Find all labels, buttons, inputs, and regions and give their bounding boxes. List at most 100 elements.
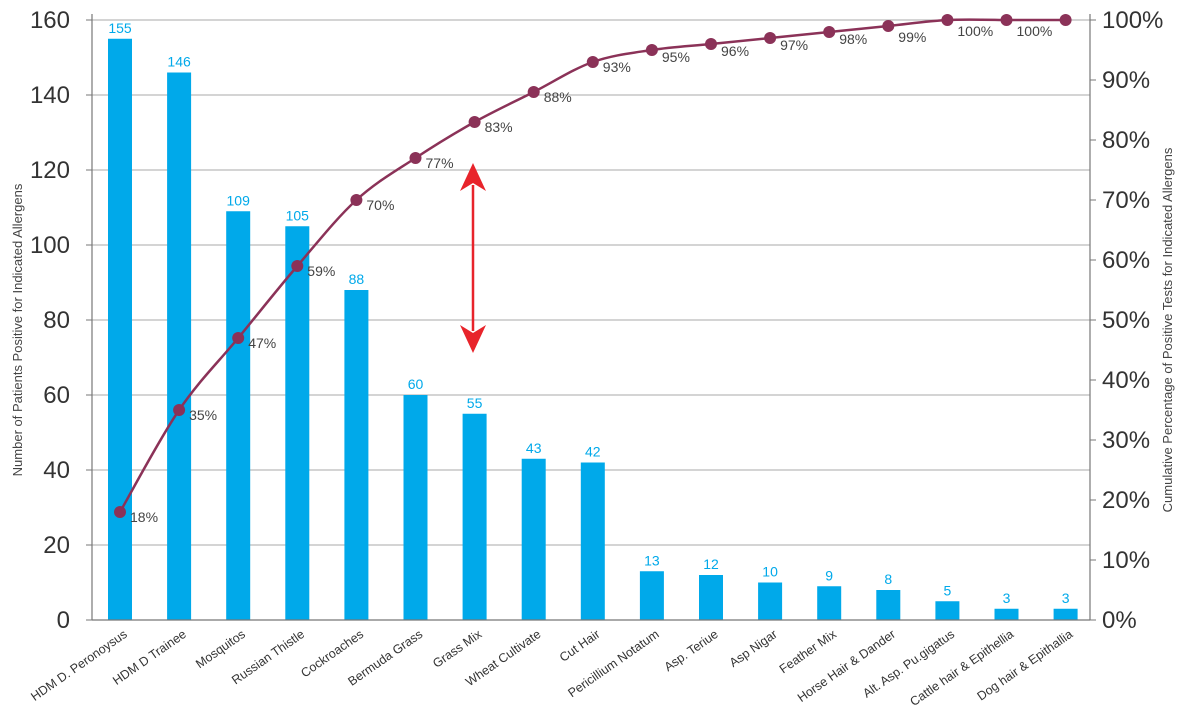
cumulative-percent-label: 98%: [839, 31, 867, 47]
bar-value-label: 88: [349, 271, 365, 287]
cumulative-point: [1000, 14, 1013, 26]
bar: [403, 395, 428, 620]
y2-tick-label: 100%: [1102, 7, 1163, 34]
cumulative-point: [114, 506, 126, 518]
cumulative-percent-label: 35%: [189, 407, 217, 423]
cumulative-percent-label: 83%: [485, 119, 513, 135]
bar-value-label: 8: [884, 571, 892, 587]
cumulative-percent-label: 47%: [248, 335, 276, 351]
cumulative-percent-label: 100%: [1017, 23, 1053, 39]
bar: [994, 608, 1019, 620]
left-axis-label: Number of Patients Positive for Indicate…: [10, 183, 25, 476]
cumulative-percent-label: 96%: [721, 43, 749, 59]
cumulative-percent-label: 59%: [307, 263, 335, 279]
cumulative-point: [764, 32, 777, 44]
bar: [108, 38, 132, 620]
y2-tick-label: 40%: [1102, 367, 1150, 394]
bar: [1053, 608, 1078, 620]
y2-tick-label: 90%: [1102, 67, 1150, 94]
y2-tick-label: 80%: [1102, 127, 1150, 154]
cumulative-point: [645, 44, 658, 56]
y2-tick-label: 60%: [1102, 247, 1150, 274]
right-axis-label: Cumulative Percentage of Positive Tests …: [1160, 147, 1175, 512]
cumulative-point: [291, 260, 304, 272]
bar: [344, 290, 369, 620]
bar: [817, 586, 842, 620]
bar-value-label: 10: [762, 564, 778, 580]
cumulative-point: [941, 14, 954, 26]
bar-series: [108, 38, 1078, 620]
cumulative-point: [882, 20, 895, 32]
y-tick-label: 60: [43, 382, 70, 409]
cumulative-point: [468, 116, 481, 128]
cumulative-point: [1059, 14, 1072, 26]
bar: [226, 211, 251, 620]
bar: [167, 72, 192, 620]
cumulative-percent-label: 99%: [898, 29, 926, 45]
y2-tick-label: 20%: [1102, 487, 1150, 514]
y-tick-label: 20: [43, 532, 70, 559]
cumulative-percent-label: 77%: [426, 155, 454, 171]
cumulative-point: [705, 38, 717, 50]
bar-value-label: 43: [526, 440, 542, 456]
cumulative-point: [350, 194, 363, 206]
bar: [935, 601, 960, 620]
y2-tick-label: 30%: [1102, 427, 1150, 454]
y2-tick-label: 10%: [1102, 547, 1150, 574]
y-tick-label: 100: [30, 232, 70, 259]
bar-value-label: 60: [408, 376, 424, 392]
arrow-head-up: [460, 163, 486, 191]
x-tick-label: Grass Mix: [430, 627, 485, 671]
cumulative-point: [586, 56, 599, 68]
bar-value-label: 42: [585, 444, 601, 460]
x-tick-label: Horse Hair & Dander: [795, 627, 898, 705]
cumulative-percent-label: 93%: [603, 59, 631, 75]
cumulative-point: [173, 404, 186, 416]
bar-value-label: 105: [286, 207, 310, 223]
cumulative-percent-label: 70%: [366, 197, 394, 213]
range-arrow: [460, 163, 486, 353]
cumulative-point: [527, 86, 540, 98]
cumulative-percent-label: 95%: [662, 49, 690, 65]
cumulative-percent-label: 88%: [544, 89, 572, 105]
bar: [876, 590, 901, 620]
x-tick-label: Asp. Teriue: [662, 627, 721, 674]
bar-value-label: 109: [227, 192, 251, 208]
cumulative-percent-label: 97%: [780, 37, 808, 53]
x-tick-label: Cattle hair & Epithellia: [907, 627, 1016, 709]
bar: [639, 571, 664, 620]
bar-value-label: 155: [108, 20, 132, 36]
bar: [462, 413, 487, 620]
bar-value-label: 3: [1062, 590, 1070, 606]
y-tick-label: 140: [30, 82, 70, 109]
cumulative-percent-label: 100%: [957, 23, 993, 39]
bar: [285, 226, 310, 620]
x-tick-label: Dog hair & Epithallia: [975, 627, 1076, 703]
x-tick-label: Asp Nigar: [727, 627, 780, 670]
left-axis-ticks: 0 20 40 60 80 100 120 140 160: [30, 7, 92, 634]
axes: [91, 14, 1091, 621]
right-axis-ticks: 0% 10% 20% 30% 40% 50% 60% 70% 80% 90% 100%: [1090, 7, 1163, 634]
cumulative-line: [118, 18, 1066, 513]
y2-tick-label: 50%: [1102, 307, 1150, 334]
y-tick-label: 0: [57, 607, 70, 634]
bar-value-label: 5: [944, 582, 952, 598]
y-tick-label: 80: [43, 307, 70, 334]
bar: [580, 462, 605, 620]
bar-value-label: 12: [703, 556, 719, 572]
y-tick-label: 160: [30, 7, 70, 34]
x-tick-label: HDM D. Peronoysus: [28, 627, 129, 704]
x-tick-label: Cut Hair: [557, 627, 603, 665]
x-tick-label: Mosquitos: [193, 627, 248, 671]
bar-value-label: 9: [825, 567, 833, 583]
bar-value-label: 55: [467, 395, 483, 411]
y2-tick-label: 0%: [1102, 607, 1137, 634]
y-tick-label: 40: [43, 457, 70, 484]
bar: [758, 582, 783, 620]
bar-value-label: 146: [167, 54, 191, 70]
cumulative-line-series: [114, 14, 1072, 518]
arrow-head-down: [460, 325, 486, 353]
bar-value-label: 13: [644, 552, 660, 568]
